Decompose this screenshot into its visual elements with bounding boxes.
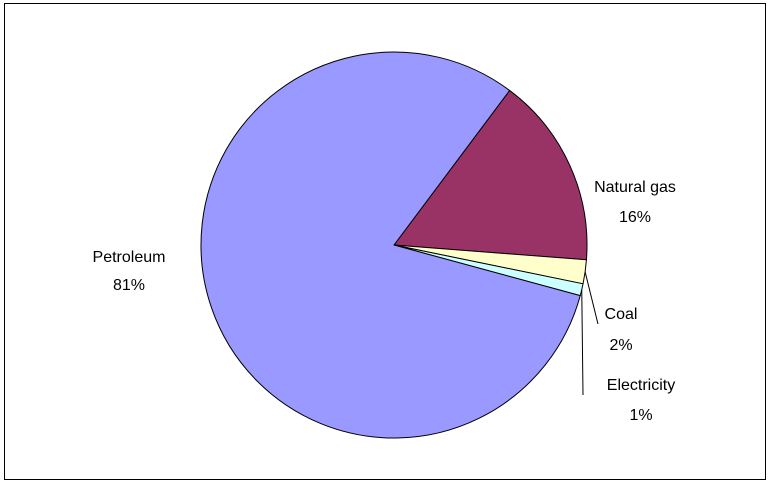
pie-slices	[200, 51, 588, 439]
pie-slice-natural-gas	[393, 89, 588, 261]
data-label-coal: Coal 2%	[605, 306, 638, 354]
data-label-coal-name: Coal	[605, 306, 638, 323]
data-label-electricity-name: Electricity	[607, 377, 675, 394]
data-label-petroleum: Petroleum 81%	[93, 249, 166, 294]
leader-lines	[581, 271, 599, 396]
leader-line-electricity	[581, 289, 584, 396]
leader-line-coal	[584, 271, 599, 325]
data-label-coal-value: 2%	[609, 337, 632, 354]
data-label-petroleum-value: 81%	[113, 277, 145, 294]
pie-slice-petroleum	[200, 51, 581, 439]
data-label-electricity: Electricity 1%	[607, 377, 675, 424]
data-label-electricity-value: 1%	[629, 407, 652, 424]
data-label-natural-gas-name: Natural gas	[594, 179, 676, 196]
data-label-petroleum-name: Petroleum	[93, 249, 166, 266]
data-label-natural-gas-value: 16%	[619, 209, 651, 226]
data-label-natural-gas: Natural gas 16%	[594, 179, 676, 226]
